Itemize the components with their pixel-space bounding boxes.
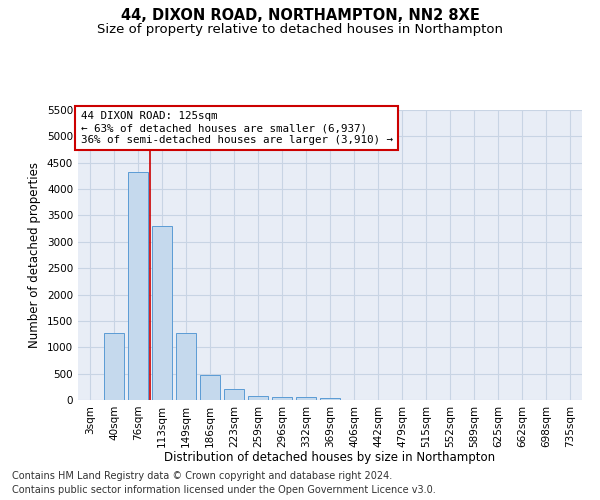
Text: Size of property relative to detached houses in Northampton: Size of property relative to detached ho…: [97, 22, 503, 36]
Text: 44 DIXON ROAD: 125sqm
← 63% of detached houses are smaller (6,937)
36% of semi-d: 44 DIXON ROAD: 125sqm ← 63% of detached …: [80, 112, 392, 144]
Text: 44, DIXON ROAD, NORTHAMPTON, NN2 8XE: 44, DIXON ROAD, NORTHAMPTON, NN2 8XE: [121, 8, 479, 22]
Bar: [128, 172, 148, 400]
Text: Contains HM Land Registry data © Crown copyright and database right 2024.: Contains HM Land Registry data © Crown c…: [12, 471, 392, 481]
Text: Contains public sector information licensed under the Open Government Licence v3: Contains public sector information licen…: [12, 485, 436, 495]
Bar: [248, 396, 268, 400]
Bar: [224, 389, 244, 400]
Bar: [296, 398, 316, 400]
Bar: [176, 333, 196, 400]
Bar: [272, 397, 292, 400]
Bar: [104, 333, 124, 400]
Y-axis label: Number of detached properties: Number of detached properties: [28, 162, 41, 348]
Bar: [152, 226, 172, 400]
Bar: [320, 398, 340, 400]
Text: Distribution of detached houses by size in Northampton: Distribution of detached houses by size …: [164, 451, 496, 464]
Bar: [200, 374, 220, 400]
